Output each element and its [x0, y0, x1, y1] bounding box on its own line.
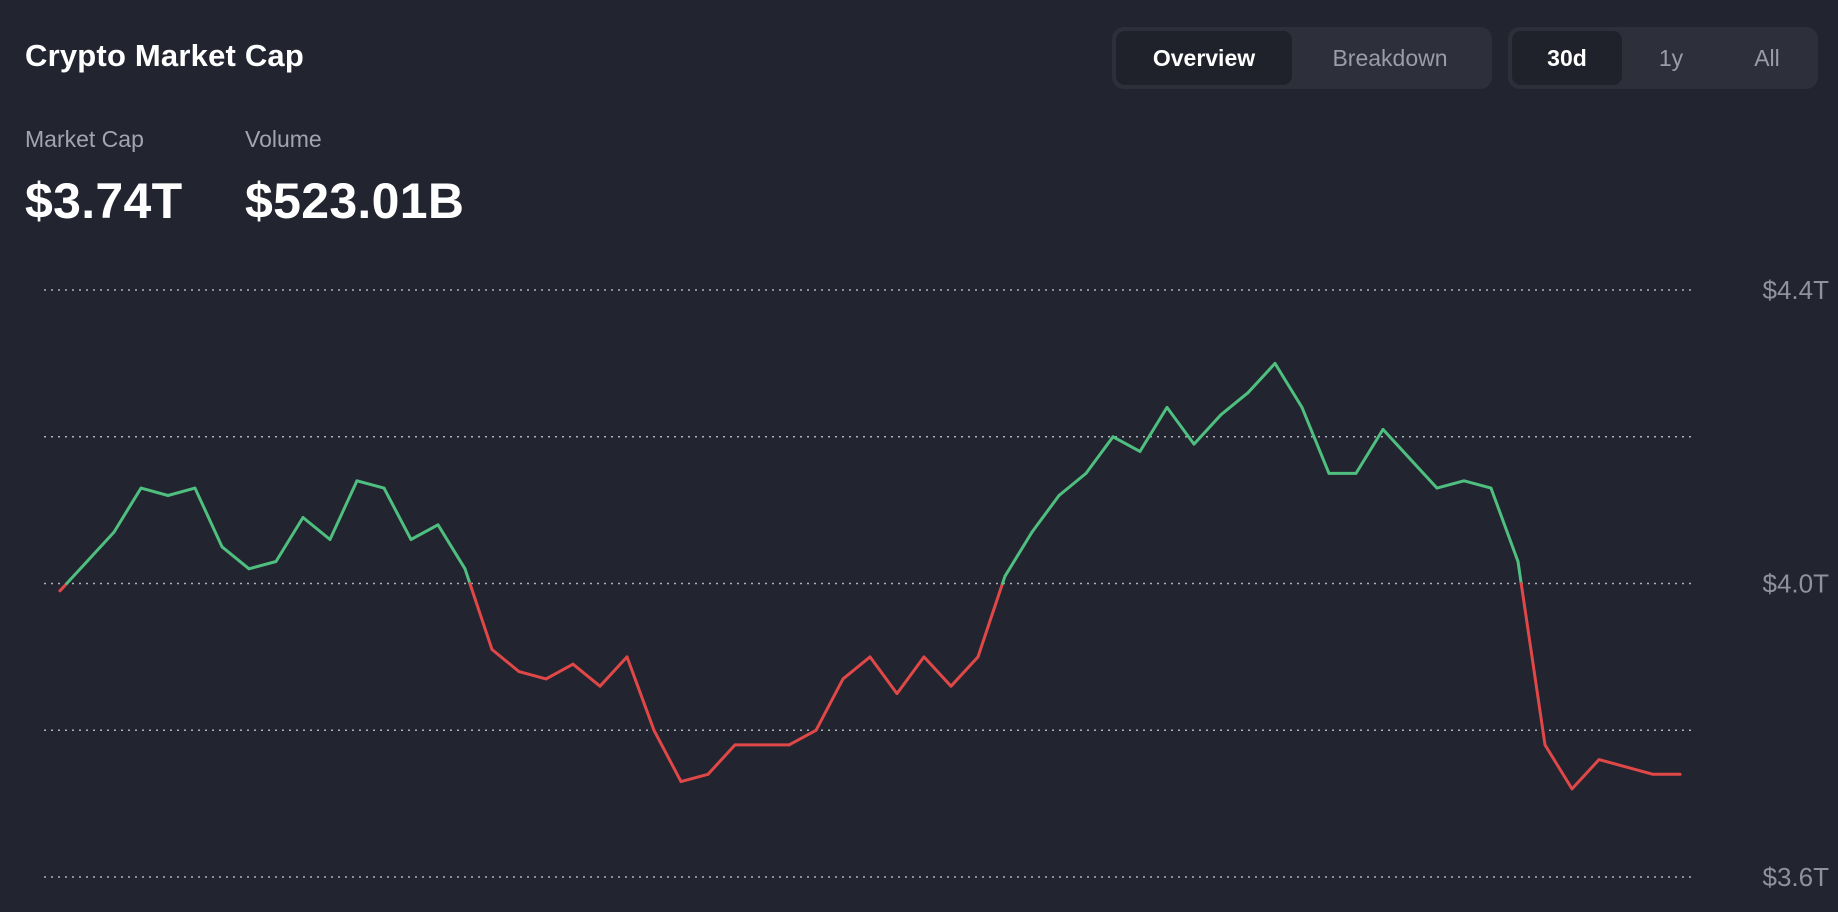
- data-point: [58, 589, 62, 593]
- data-point: [409, 538, 413, 541]
- volume-value: $523.01B: [245, 173, 465, 229]
- series-line-below-baseline: [58, 582, 69, 593]
- data-point: [1219, 413, 1223, 417]
- data-point: [517, 670, 521, 673]
- data-point: [328, 538, 332, 541]
- series-line-below-baseline: [468, 582, 1004, 784]
- data-point: [1300, 406, 1304, 409]
- data-point: [841, 677, 845, 681]
- data-point: [787, 743, 791, 747]
- data-point: [544, 677, 548, 681]
- data-point: [112, 530, 116, 534]
- data-point: [1057, 494, 1061, 497]
- data-point: [571, 662, 575, 666]
- overview-tab[interactable]: Overview: [1116, 31, 1292, 85]
- series-line-above-baseline: [1001, 361, 1523, 585]
- data-point: [1003, 574, 1007, 578]
- market-cap-value: $3.74T: [25, 173, 183, 229]
- data-point: [85, 560, 89, 563]
- data-point: [1462, 479, 1466, 483]
- data-point: [436, 523, 440, 527]
- data-point: [1678, 772, 1682, 776]
- chart-series: [58, 361, 1682, 791]
- data-point: [760, 743, 764, 747]
- data-point: [1111, 435, 1115, 439]
- data-point: [814, 728, 818, 732]
- series-line-above-baseline: [65, 479, 472, 585]
- data-point: [1435, 486, 1439, 490]
- data-point: [976, 655, 980, 659]
- data-point: [463, 567, 467, 571]
- range-all-button[interactable]: All: [1754, 45, 1780, 71]
- chart-y-ticks: $4.4T $4.0T $3.6T: [1763, 275, 1830, 892]
- data-point: [625, 655, 629, 659]
- data-point: [1084, 472, 1088, 475]
- data-point: [382, 486, 386, 490]
- data-point: [1543, 743, 1547, 747]
- data-point: [1165, 406, 1169, 409]
- data-point: [1246, 391, 1250, 395]
- chart-gridlines: [44, 289, 1695, 878]
- view-toggle: Overview Breakdown: [1112, 27, 1492, 89]
- data-point: [220, 545, 224, 549]
- data-point: [868, 655, 872, 659]
- page-title: Crypto Market Cap: [25, 38, 305, 73]
- data-point: [490, 648, 494, 651]
- market-cap-label: Market Cap: [25, 126, 144, 152]
- data-point: [706, 772, 710, 776]
- data-point: [598, 684, 602, 688]
- series-line-below-baseline: [1519, 582, 1682, 791]
- data-point: [166, 494, 170, 497]
- range-toggle: 30d 1y All: [1508, 27, 1818, 89]
- data-point: [949, 684, 953, 688]
- data-point: [355, 479, 359, 483]
- data-point: [301, 516, 305, 519]
- data-point: [193, 486, 197, 490]
- data-point: [1408, 457, 1412, 461]
- data-point: [247, 567, 251, 571]
- data-point: [139, 486, 143, 490]
- data-point: [1651, 772, 1655, 776]
- data-point: [733, 743, 737, 747]
- data-point: [1624, 765, 1628, 769]
- data-point: [1192, 442, 1196, 446]
- data-point: [1570, 787, 1574, 791]
- data-point: [1138, 450, 1142, 453]
- data-point: [1327, 472, 1331, 475]
- y-tick-label: $4.0T: [1763, 569, 1830, 599]
- y-tick-label: $4.4T: [1763, 275, 1830, 305]
- data-point: [679, 780, 683, 783]
- breakdown-tab[interactable]: Breakdown: [1332, 45, 1448, 71]
- y-tick-label: $3.6T: [1763, 862, 1830, 892]
- data-point: [1381, 428, 1385, 431]
- data-point: [922, 655, 926, 659]
- data-point: [1273, 362, 1277, 365]
- data-point: [1030, 530, 1034, 534]
- range-1y-button[interactable]: 1y: [1658, 45, 1684, 71]
- volume-label: Volume: [245, 126, 322, 152]
- data-point: [1516, 560, 1520, 563]
- data-point: [274, 560, 278, 563]
- data-point: [895, 692, 899, 695]
- data-point: [1489, 486, 1493, 490]
- data-point: [1354, 472, 1358, 475]
- data-point: [652, 728, 656, 732]
- range-30d-button[interactable]: 30d: [1512, 31, 1622, 85]
- data-point: [1597, 758, 1601, 761]
